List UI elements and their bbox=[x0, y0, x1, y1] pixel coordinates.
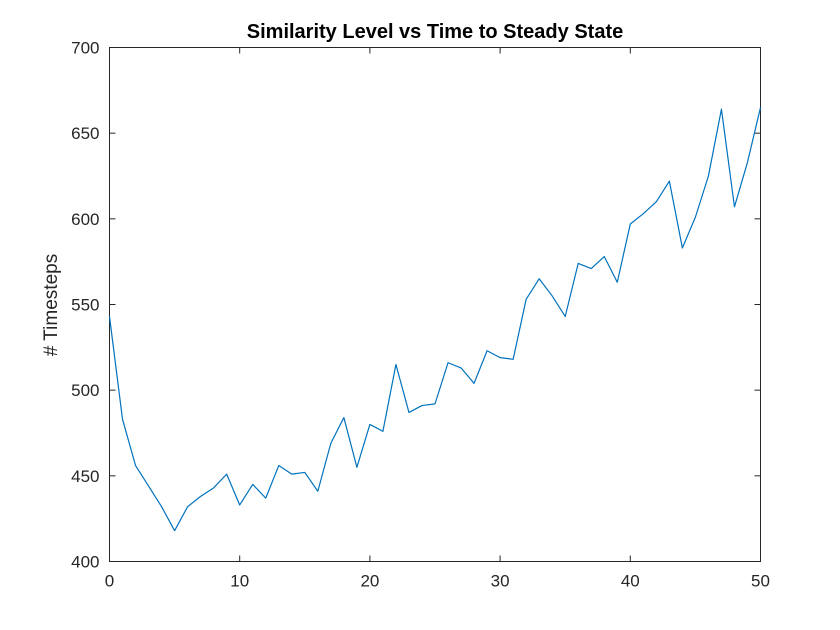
x-tick-label: 20 bbox=[360, 572, 379, 591]
x-tick-label: 10 bbox=[230, 572, 249, 591]
y-tick-label: 400 bbox=[71, 553, 99, 572]
x-tick-label: 0 bbox=[105, 572, 114, 591]
plot-area bbox=[109, 47, 761, 562]
y-tick-label: 600 bbox=[71, 210, 99, 229]
y-tick-label: 650 bbox=[71, 124, 99, 143]
series-line bbox=[108, 107, 762, 532]
axis-tick-labels: 0 10 20 30 40 50 400 450 500 550 600 650 700 bbox=[71, 39, 770, 591]
y-tick-label: 700 bbox=[71, 39, 99, 58]
y-tick-label: 500 bbox=[71, 381, 99, 400]
x-tick-label: 30 bbox=[491, 572, 510, 591]
axis-ticks bbox=[109, 47, 761, 562]
y-axis-label: # Timesteps bbox=[41, 254, 62, 356]
x-tick-label: 40 bbox=[621, 572, 640, 591]
y-tick-label: 550 bbox=[71, 296, 99, 315]
x-tick-label: 50 bbox=[751, 572, 770, 591]
chart-title: Similarity Level vs Time to Steady State bbox=[247, 21, 623, 43]
y-tick-label: 450 bbox=[71, 467, 99, 486]
